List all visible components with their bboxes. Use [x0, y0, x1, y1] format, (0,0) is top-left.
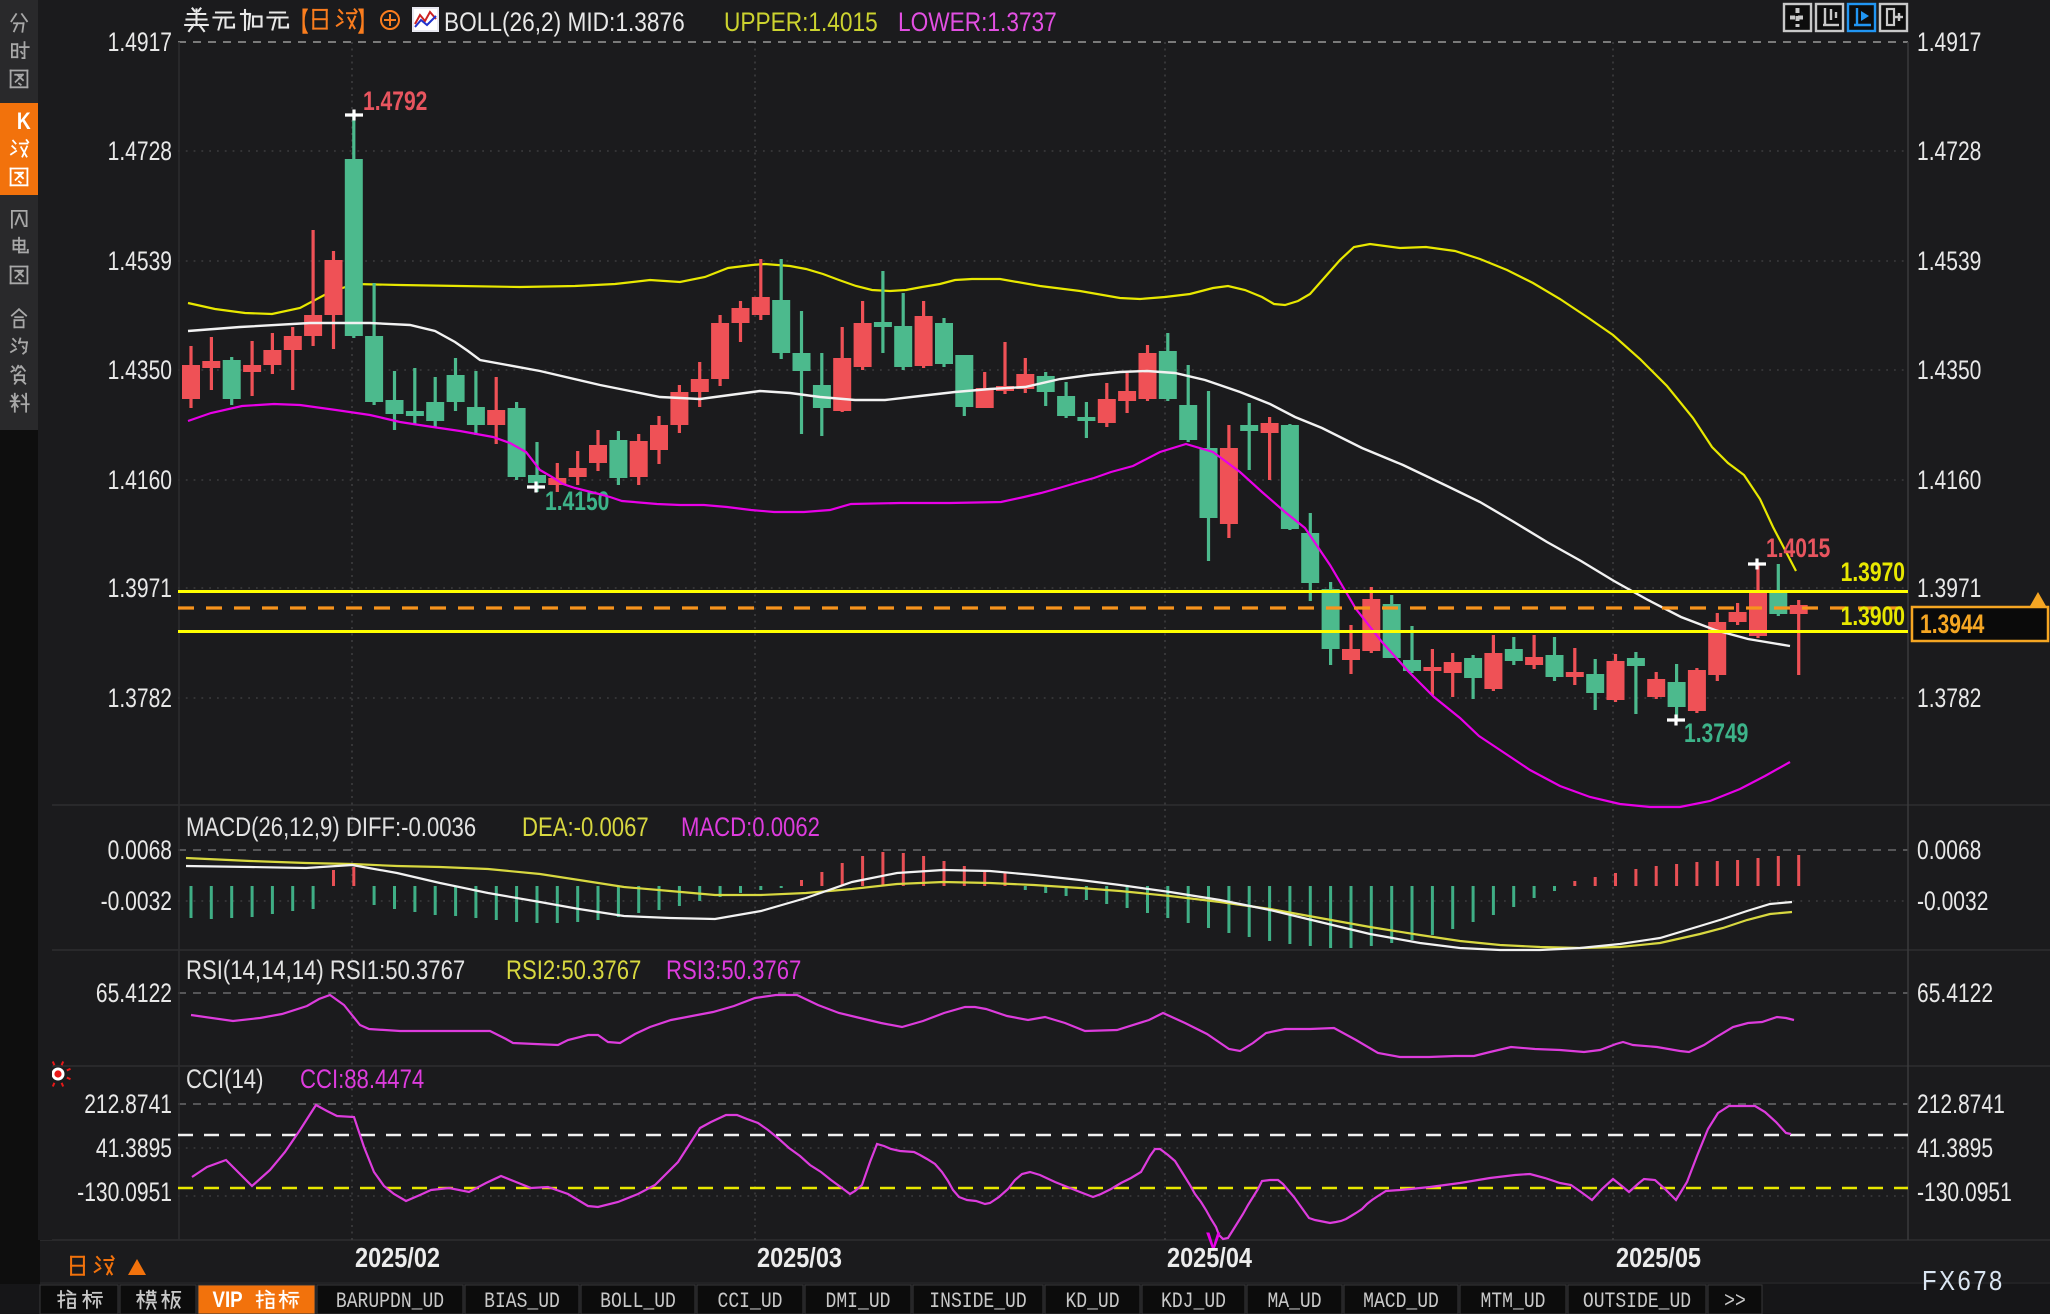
svg-text:1.4350: 1.4350	[1917, 356, 1981, 386]
svg-text:】: 】	[358, 7, 374, 37]
svg-text:1.3944: 1.3944	[1920, 610, 1985, 640]
svg-text:BOLL(26,2) MID:1.3876: BOLL(26,2) MID:1.3876	[444, 7, 685, 37]
svg-text:CCI(14): CCI(14)	[186, 1065, 263, 1095]
svg-text:1.3900: 1.3900	[1841, 602, 1905, 632]
svg-text:1.4160: 1.4160	[108, 466, 172, 496]
svg-text:BARUPDN_UD: BARUPDN_UD	[336, 1290, 444, 1314]
svg-text:RSI(14,14,14) RSI1:50.3767: RSI(14,14,14) RSI1:50.3767	[186, 956, 465, 986]
svg-text:212.8741: 212.8741	[84, 1090, 172, 1120]
svg-text:LOWER:1.3737: LOWER:1.3737	[898, 7, 1057, 37]
svg-text:MA_UD: MA_UD	[1267, 1290, 1321, 1314]
svg-text:MACD(26,12,9) DIFF:-0.0036: MACD(26,12,9) DIFF:-0.0036	[186, 813, 476, 843]
svg-text:1.4160: 1.4160	[1917, 466, 1981, 496]
svg-text:41.3895: 41.3895	[96, 1134, 172, 1164]
svg-text:0.0068: 0.0068	[1917, 836, 1981, 866]
svg-text:-130.0951: -130.0951	[77, 1178, 172, 1208]
svg-text:KD_UD: KD_UD	[1065, 1290, 1119, 1314]
svg-text:-130.0951: -130.0951	[1917, 1178, 2012, 1208]
svg-text:FX678: FX678	[1922, 1264, 2005, 1296]
svg-text:65.4122: 65.4122	[1917, 979, 1993, 1009]
svg-text:2025/03: 2025/03	[757, 1243, 842, 1273]
svg-text:1.4539: 1.4539	[1917, 247, 1981, 277]
svg-text:1.4917: 1.4917	[1917, 28, 1981, 58]
svg-text:BOLL_UD: BOLL_UD	[600, 1290, 676, 1314]
svg-text:RSI2:50.3767: RSI2:50.3767	[506, 956, 641, 986]
svg-text:0.0068: 0.0068	[108, 836, 172, 866]
svg-text:1.3971: 1.3971	[108, 574, 172, 604]
svg-text:1.4792: 1.4792	[363, 87, 427, 117]
svg-text:【: 【	[292, 7, 308, 37]
svg-text:-0.0032: -0.0032	[1917, 887, 1988, 917]
svg-text:DMI_UD: DMI_UD	[826, 1290, 891, 1314]
svg-text:MACD:0.0062: MACD:0.0062	[681, 813, 820, 843]
svg-text:1.4015: 1.4015	[1766, 534, 1830, 564]
svg-text:1.3971: 1.3971	[1917, 574, 1981, 604]
svg-text:KDJ_UD: KDJ_UD	[1161, 1290, 1226, 1314]
svg-text:1.3970: 1.3970	[1841, 558, 1905, 588]
svg-text:1.4150: 1.4150	[545, 487, 609, 517]
svg-text:1.3749: 1.3749	[1684, 719, 1748, 749]
svg-text:2025/04: 2025/04	[1167, 1243, 1253, 1273]
svg-text:1.4539: 1.4539	[108, 247, 172, 277]
svg-text:CCI_UD: CCI_UD	[718, 1290, 783, 1314]
svg-text:2025/05: 2025/05	[1616, 1243, 1701, 1273]
svg-text:OUTSIDE_UD: OUTSIDE_UD	[1583, 1290, 1691, 1314]
svg-text:1.3782: 1.3782	[108, 684, 172, 714]
svg-text:K: K	[17, 107, 31, 135]
svg-text:CCI:88.4474: CCI:88.4474	[300, 1065, 424, 1095]
svg-text:1.3782: 1.3782	[1917, 684, 1981, 714]
svg-text:2025/02: 2025/02	[355, 1243, 440, 1273]
svg-text:MTM_UD: MTM_UD	[1481, 1290, 1546, 1314]
svg-text:1.4728: 1.4728	[1917, 137, 1981, 167]
svg-text:65.4122: 65.4122	[96, 979, 172, 1009]
svg-text:>>: >>	[1724, 1290, 1746, 1314]
svg-text:1.4917: 1.4917	[108, 28, 172, 58]
svg-text:BIAS_UD: BIAS_UD	[484, 1290, 560, 1314]
svg-text:DEA:-0.0067: DEA:-0.0067	[522, 813, 649, 843]
svg-text:41.3895: 41.3895	[1917, 1134, 1993, 1164]
svg-text:UPPER:1.4015: UPPER:1.4015	[724, 7, 878, 37]
svg-text:VIP: VIP	[213, 1289, 243, 1313]
svg-text:1.4350: 1.4350	[108, 356, 172, 386]
svg-text:1.4728: 1.4728	[108, 137, 172, 167]
svg-text:MACD_UD: MACD_UD	[1363, 1290, 1439, 1314]
svg-text:212.8741: 212.8741	[1917, 1090, 2005, 1120]
svg-text:V: V	[1206, 1228, 1221, 1253]
svg-text:-0.0032: -0.0032	[101, 887, 172, 917]
svg-text:RSI3:50.3767: RSI3:50.3767	[666, 956, 801, 986]
svg-text:INSIDE_UD: INSIDE_UD	[929, 1290, 1026, 1314]
